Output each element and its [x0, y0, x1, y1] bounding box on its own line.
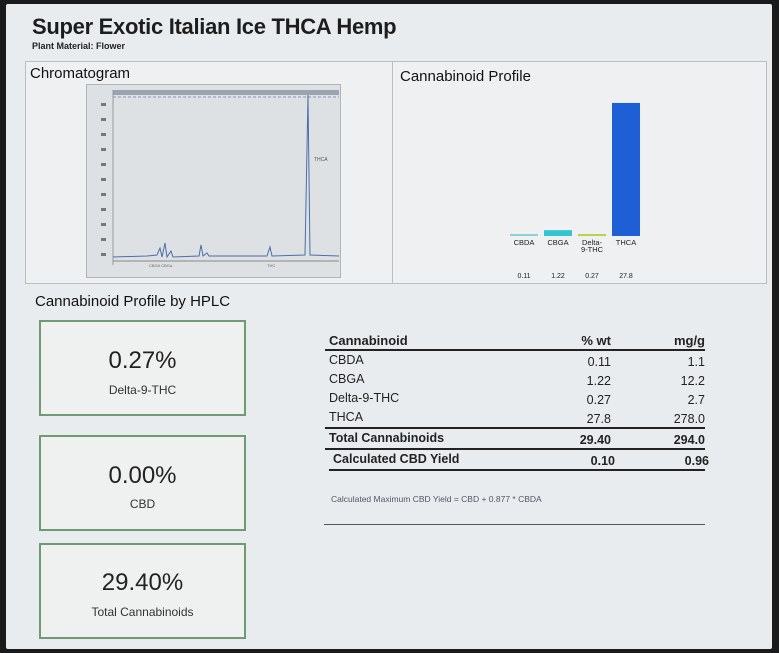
table-row: CBDA 0.11 1.1: [325, 351, 705, 370]
row-mg: 1.1: [687, 355, 705, 369]
cbd-yield-name: Calculated CBD Yield: [333, 452, 460, 466]
report-sheet: Super Exotic Italian Ice THCA Hemp Plant…: [6, 4, 772, 649]
category-label: CBGA: [547, 238, 568, 247]
table-row: Delta-9-THC 0.27 2.7: [325, 389, 705, 408]
value-label: 1.22: [551, 273, 565, 280]
row-name: Delta-9-THC: [329, 391, 400, 405]
category-label: Delta-: [582, 238, 603, 247]
profile-bar-chart: CBDA 0.11 CBGA 1.22 Delta-9-THC 0.27 THCA 27.8: [510, 102, 640, 280]
delta9-thc-label: Delta-9-THC: [108, 383, 177, 397]
bar-cbda: [510, 234, 538, 236]
total-cannabinoids-label: Total Cannabinoids: [91, 605, 194, 619]
category-label: CBDA: [514, 238, 535, 247]
cbd-yield-formula: Calculated Maximum CBD Yield = CBD + 0.8…: [331, 494, 542, 504]
cannabinoid-table: Cannabinoid % wt mg/g CBDA 0.11 1.1 CBGA…: [325, 331, 709, 471]
value-label: 0.11: [517, 273, 530, 280]
category-label: 9-THC: [581, 245, 604, 254]
row-mg: 2.7: [687, 393, 705, 407]
header-wt: % wt: [581, 333, 611, 348]
total-mg: 294.0: [673, 433, 705, 447]
header-cannabinoid: Cannabinoid: [329, 333, 408, 348]
cbd-card: 0.00% CBD: [39, 435, 246, 531]
chromatogram-title: Chromatogram: [30, 65, 131, 82]
table-cbd-yield-row: Calculated CBD Yield 0.10 0.96: [329, 450, 709, 471]
row-mg: 278.0: [673, 412, 705, 426]
chromatogram-peak-label: THCA: [314, 157, 328, 163]
hplc-section-title: Cannabinoid Profile by HPLC: [35, 293, 231, 310]
chromatogram-y-ticks: [101, 103, 106, 256]
total-cannabinoids-value: 29.40%: [101, 569, 184, 596]
value-label: 27.8: [619, 273, 633, 280]
report-title: Super Exotic Italian Ice THCA Hemp: [32, 14, 397, 39]
plant-material: Plant Material: Flower: [32, 41, 126, 51]
row-wt: 0.11: [587, 355, 611, 369]
table-total-row: Total Cannabinoids 29.40 294.0: [325, 429, 705, 450]
chromatogram-trace: [112, 94, 340, 259]
table-row: CBGA 1.22 12.2: [325, 370, 705, 389]
profile-chart-title: Cannabinoid Profile: [400, 68, 531, 85]
table-row: THCA 27.8 278.0: [325, 408, 705, 429]
total-wt: 29.40: [579, 433, 611, 447]
delta9-thc-card: 0.27% Delta-9-THC: [39, 320, 246, 416]
delta9-thc-value: 0.27%: [108, 347, 177, 374]
total-cannabinoids-card: 29.40% Total Cannabinoids: [39, 543, 246, 639]
chromatogram-top-band: [113, 90, 339, 95]
bar-delta-9-thc: [578, 234, 606, 236]
row-mg: 12.2: [680, 374, 705, 388]
header-mg: mg/g: [673, 333, 705, 348]
category-label: THCA: [616, 238, 636, 247]
row-wt: 1.22: [586, 374, 611, 388]
value-label: 0.27: [585, 273, 599, 280]
row-name: CBGA: [329, 372, 365, 386]
formula-divider: [324, 524, 705, 525]
table-header-row: Cannabinoid % wt mg/g: [325, 331, 705, 351]
cbd-yield-mg: 0.96: [684, 454, 709, 468]
row-name: CBDA: [329, 353, 364, 367]
row-name: THCA: [329, 410, 364, 424]
bar-thca: [612, 102, 640, 236]
chromatogram-plot: THCA CBGA CBGa THC: [86, 84, 341, 278]
total-name: Total Cannabinoids: [329, 431, 445, 445]
chromatogram-svg: THCA CBGA CBGa THC: [87, 85, 340, 277]
chromatogram-label-cbga: CBGA CBGa: [149, 263, 173, 268]
cbd-value: 0.00%: [108, 462, 177, 489]
row-wt: 27.8: [586, 412, 611, 426]
profile-panel: [392, 61, 767, 284]
row-wt: 0.27: [586, 393, 611, 407]
bar-cbga: [544, 230, 572, 236]
chromatogram-label-thc: THC: [267, 263, 275, 268]
cbd-label: CBD: [129, 497, 156, 511]
cbd-yield-wt: 0.10: [590, 454, 615, 468]
